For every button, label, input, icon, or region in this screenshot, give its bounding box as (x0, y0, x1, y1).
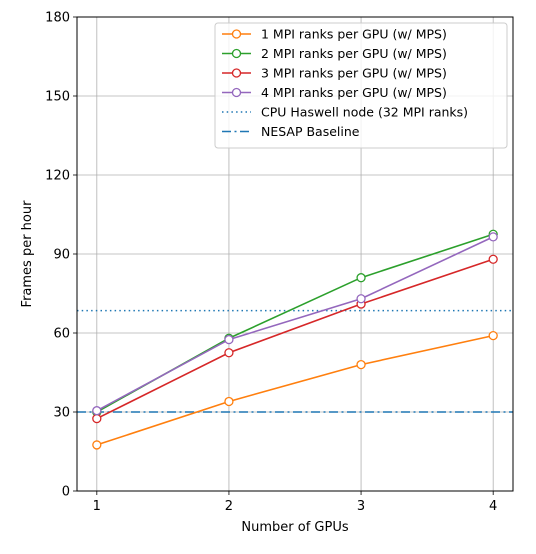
legend-marker (231, 68, 242, 78)
data-point (356, 359, 366, 370)
y-tick-label: 60 (53, 327, 70, 342)
data-point (224, 348, 234, 358)
data-point (356, 273, 366, 283)
legend: 1 MPI ranks per GPU (w/ MPS) 2 MPI ranks … (214, 22, 508, 149)
data-point (92, 440, 102, 450)
x-tick-label: 2 (225, 499, 233, 514)
legend-box (214, 22, 508, 149)
data-point (224, 396, 234, 407)
data-point (92, 406, 102, 416)
legend-marker (231, 48, 242, 59)
data-point (488, 254, 498, 264)
legend-label: 2 MPI ranks per GPU (w/ MPS) (261, 46, 447, 61)
y-axis-label: Frames per hour (20, 200, 35, 308)
y-tick-label: 90 (53, 248, 70, 263)
series-line (96, 334, 494, 446)
data-point (92, 413, 102, 424)
y-tick-label: 30 (53, 406, 70, 421)
legend-label: NESAP Baseline (261, 124, 360, 139)
y-tick-label: 150 (45, 90, 70, 105)
reference-lines (77, 309, 513, 413)
x-axis-label: Number of GPUs (241, 520, 348, 535)
legend-label: 4 MPI ranks per GPU (w/ MPS) (261, 85, 447, 100)
series-lines (92, 229, 498, 450)
ticks: 0 30 60 90 120 150 180 1 2 3 4 (45, 11, 497, 515)
legend-marker (231, 29, 242, 39)
y-tick-label: 120 (45, 169, 70, 184)
x-tick-label: 3 (357, 499, 365, 514)
x-tick-label: 4 (489, 499, 497, 514)
data-point (356, 294, 366, 304)
x-tick-label: 1 (93, 499, 101, 514)
legend-label: 1 MPI ranks per GPU (w/ MPS) (261, 27, 447, 42)
legend-label: 3 MPI ranks per GPU (w/ MPS) (261, 66, 447, 81)
legend-label: CPU Haswell node (32 MPI ranks) (261, 105, 468, 120)
y-tick-label: 0 (62, 485, 70, 500)
series-line (96, 258, 494, 420)
y-tick-label: 180 (45, 11, 70, 26)
series-line (96, 236, 494, 412)
data-point (488, 330, 498, 341)
data-point (488, 232, 498, 242)
legend-marker (231, 87, 242, 98)
data-point (224, 334, 234, 345)
